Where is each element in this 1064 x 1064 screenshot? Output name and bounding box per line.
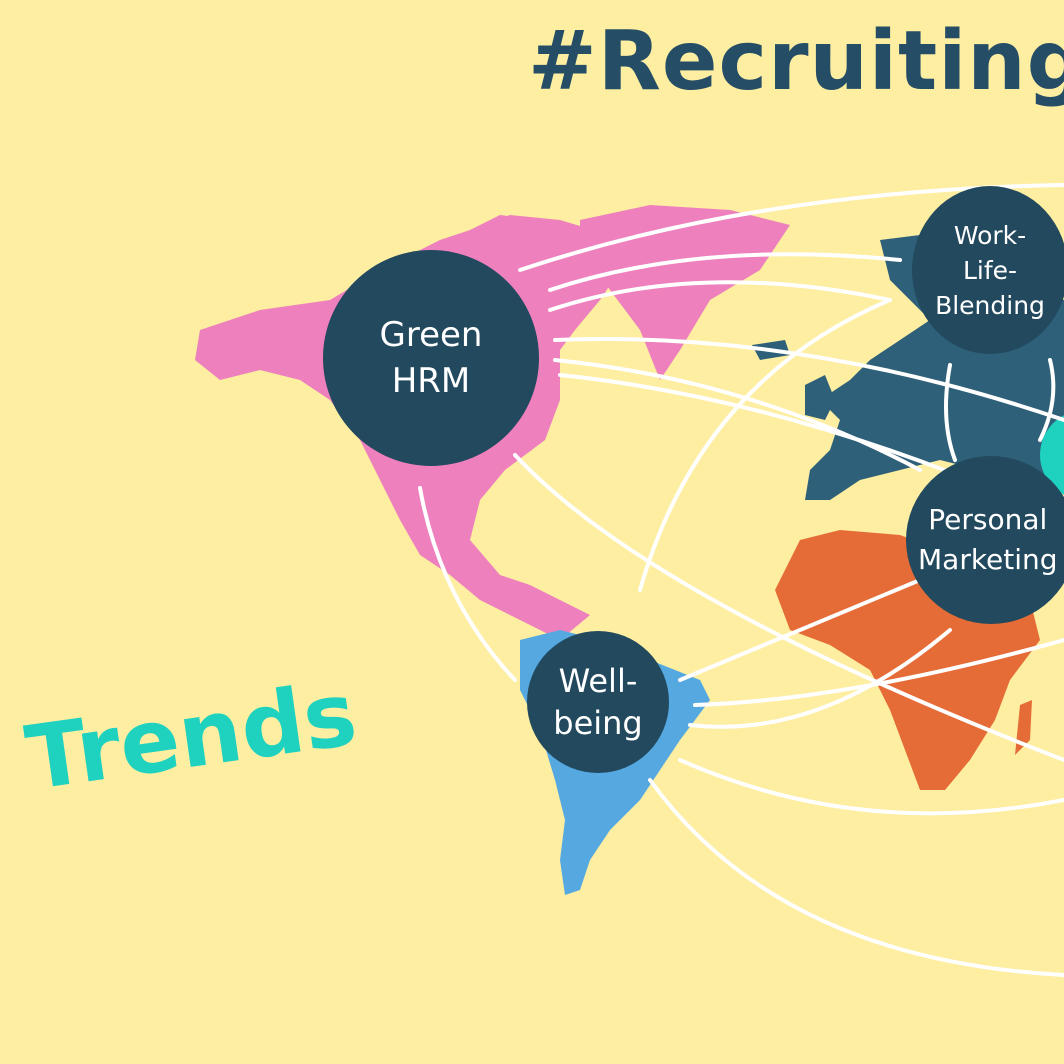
greenland-shape (580, 205, 790, 380)
node-well-being[interactable]: Well- being (527, 631, 669, 773)
arctic-islands-shape (460, 215, 560, 260)
page-title: #Recruiting (528, 14, 1064, 109)
node-green-hrm[interactable]: Green HRM (323, 250, 539, 466)
node-work-life-blending[interactable]: Work- Life- Blending (912, 186, 1064, 354)
uk-shape (805, 375, 835, 420)
node-personal-marketing[interactable]: Personal Marketing (906, 456, 1064, 624)
partial-node (1040, 415, 1064, 495)
